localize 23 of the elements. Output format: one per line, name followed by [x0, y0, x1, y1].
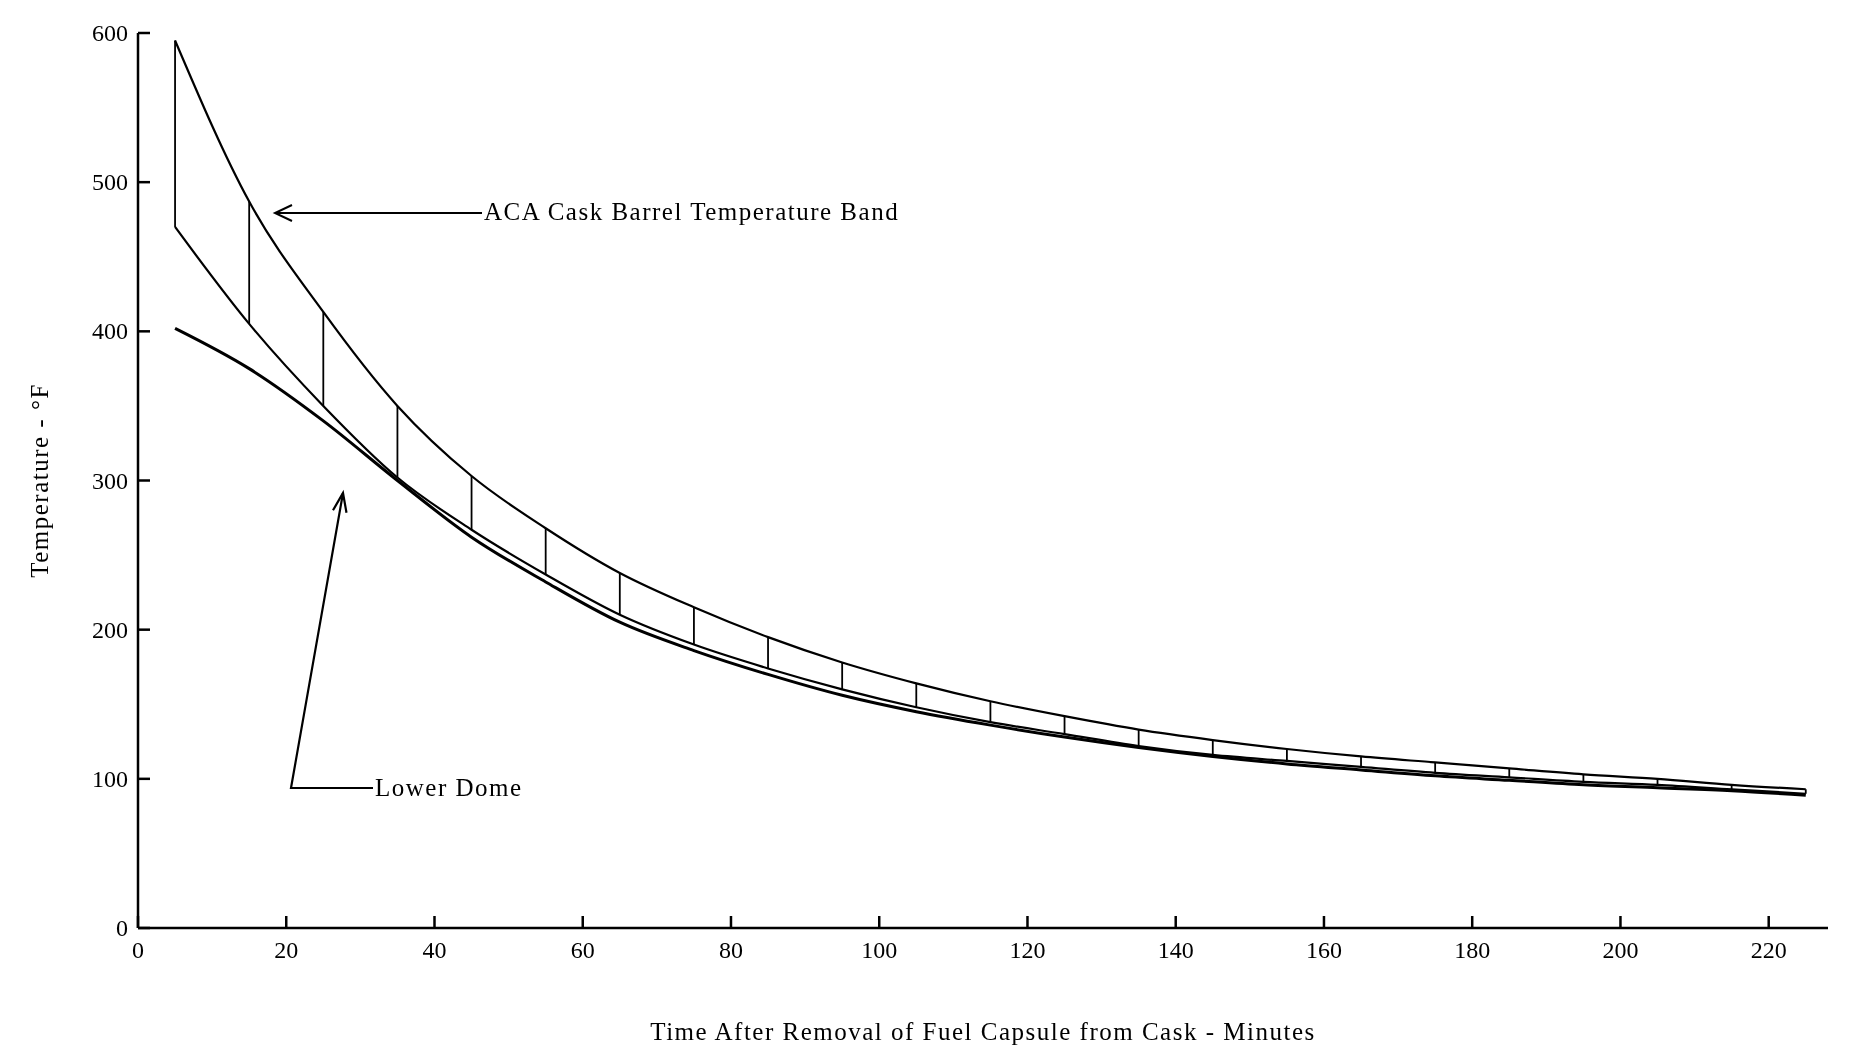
y-axis-title: Temperature - °F [26, 383, 53, 578]
y-tick-label: 500 [92, 169, 128, 196]
x-axis-title: Time After Removal of Fuel Capsule from Cask - Minutes [650, 1018, 1316, 1045]
x-tick-label: 40 [422, 937, 447, 963]
x-tick-label: 120 [1009, 937, 1046, 963]
y-tick-label: 300 [92, 467, 128, 494]
y-tick-label: 0 [116, 915, 128, 941]
x-tick-label: 80 [718, 937, 743, 963]
x-tick-label: 0 [132, 937, 144, 963]
x-tick-label: 60 [570, 937, 595, 963]
x-tick-label: 100 [861, 937, 898, 963]
x-tick-label: 180 [1454, 937, 1491, 963]
x-tick-label: 20 [274, 937, 299, 963]
y-tick-label: 200 [92, 616, 128, 643]
y-tick-label: 400 [92, 318, 128, 345]
x-tick-label: 220 [1750, 937, 1787, 963]
x-tick-label: 160 [1305, 937, 1342, 963]
annotation: ACA Cask Barrel Temperature Band [484, 198, 900, 225]
annotation: Lower Dome [375, 774, 523, 801]
y-tick-label: 600 [92, 20, 128, 46]
x-tick-label: 200 [1602, 937, 1639, 963]
y-tick-label: 100 [92, 765, 128, 792]
x-tick-label: 140 [1157, 937, 1194, 963]
